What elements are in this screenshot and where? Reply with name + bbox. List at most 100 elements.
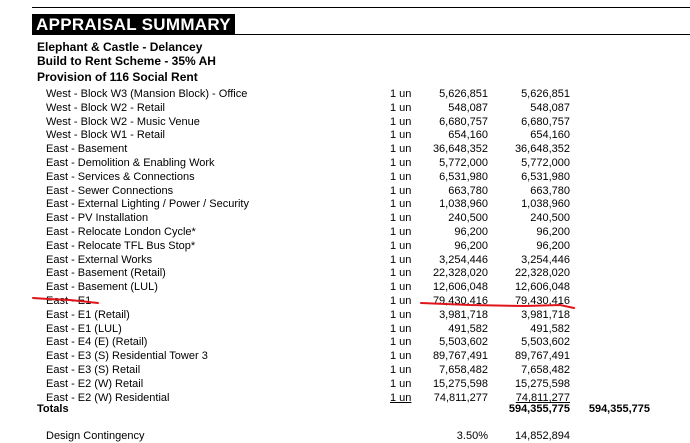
- table-row: East - E1 (LUL) 1 un 491,582 491,582: [0, 322, 690, 336]
- table-row: East - Basement 1 un 36,648,352 36,648,352: [0, 142, 690, 156]
- row-label: East - E2 (W) Residential: [46, 392, 170, 404]
- row-amount: 240,500: [448, 212, 488, 224]
- row-total: 79,430,416: [514, 295, 570, 307]
- row-amount: 74,811,277: [433, 392, 488, 404]
- table-row: East - E3 (S) Retail 1 un 7,658,482 7,658,4…: [0, 363, 690, 377]
- row-label: East - Relocate London Cycle*: [46, 226, 196, 238]
- table-row: East - E1 1 un 79,430,416 79,430,416: [0, 294, 690, 308]
- row-unit: 1 un: [390, 240, 412, 252]
- row-unit: 1 un: [390, 323, 412, 335]
- row-label: East - E4 (E) (Retail): [46, 336, 148, 348]
- row-amount: 15,275,598: [432, 378, 488, 390]
- row-unit: 1 un: [390, 378, 412, 390]
- row-total: 5,626,851: [521, 88, 570, 100]
- row-amount: 12,606,048: [432, 281, 488, 293]
- row-label: East - Basement: [46, 143, 128, 155]
- table-row: East - Basement (Retail) 1 un 22,328,020 22…: [0, 266, 690, 280]
- row-total: 89,767,491: [514, 350, 570, 362]
- row-total: 6,531,980: [521, 171, 570, 183]
- row-unit: 1 un: [390, 185, 412, 197]
- row-unit: 1 un: [390, 254, 412, 266]
- row-total: 74,811,277: [515, 392, 570, 404]
- table-row: East - Basement (LUL) 1 un 12,606,048 12,60…: [0, 280, 690, 294]
- table-row: West - Block W2 - Retail 1 un 548,087 548,0…: [0, 101, 690, 115]
- row-total: 3,981,718: [521, 309, 570, 321]
- row-total: 96,200: [536, 240, 570, 252]
- row-amount: 89,767,491: [432, 350, 488, 362]
- row-amount: 5,626,851: [439, 88, 488, 100]
- totals-label: Totals: [37, 403, 69, 415]
- table-row: East - Services & Connections 1 un 6,531,9…: [0, 170, 690, 184]
- table-row: East - Sewer Connections 1 un 663,780 663,7…: [0, 184, 690, 198]
- row-unit: 1 un: [390, 350, 412, 362]
- row-label: East - E3 (S) Residential Tower 3: [46, 350, 208, 362]
- row-label: East - Relocate TFL Bus Stop*: [46, 240, 196, 252]
- row-label: West - Block W3 (Mansion Block) - Office: [46, 88, 248, 100]
- totals-amount: 594,355,775: [508, 403, 570, 415]
- row-label: West - Block W2 - Music Venue: [46, 116, 200, 128]
- row-amount: 3,981,718: [439, 309, 488, 321]
- row-total: 7,658,482: [521, 364, 570, 376]
- row-total: 654,160: [530, 129, 570, 141]
- row-unit: 1 un: [390, 364, 412, 376]
- title-rule: [226, 34, 690, 35]
- row-amount: 5,772,000: [439, 157, 488, 169]
- subtitle-line-3: Provision of 116 Social Rent: [37, 70, 198, 84]
- row-label: East - Demolition & Enabling Work: [46, 157, 215, 169]
- row-label: East - E1 (LUL): [46, 323, 122, 335]
- row-label: East - E2 (W) Retail: [46, 378, 144, 390]
- row-unit: 1 un: [390, 309, 412, 321]
- table-row: West - Block W2 - Music Venue 1 un 6,680,7…: [0, 115, 690, 129]
- row-amount: 491,582: [448, 323, 488, 335]
- row-unit: 1 un: [390, 212, 412, 224]
- table-row: East - E1 (Retail) 1 un 3,981,718 3,981,718: [0, 308, 690, 322]
- row-unit: 1 un: [390, 267, 412, 279]
- row-unit: 1 un: [390, 171, 412, 183]
- row-total: 240,500: [530, 212, 570, 224]
- subtitle-line-1: Elephant & Castle - Delancey: [37, 40, 203, 54]
- row-unit: 1 un: [390, 226, 412, 238]
- row-total: 22,328,020: [514, 267, 570, 279]
- row-unit: 1 un: [390, 143, 412, 155]
- row-unit: 1 un: [390, 392, 412, 404]
- row-amount: 3,254,446: [439, 254, 488, 266]
- table-row: East - Relocate London Cycle* 1 un 96,200 9…: [0, 225, 690, 239]
- table-row: East - E2 (W) Retail 1 un 15,275,598 15,275…: [0, 377, 690, 391]
- table-row: East - E2 (W) Residential 1 un 74,811,277 7…: [0, 391, 690, 405]
- row-label: East - Basement (LUL): [46, 281, 158, 293]
- row-amount: 6,680,757: [439, 116, 488, 128]
- table-row: East - External Works 1 un 3,254,446 3,254,…: [0, 253, 690, 267]
- row-amount: 22,328,020: [432, 267, 488, 279]
- row-total: 12,606,048: [514, 281, 570, 293]
- table-row: East - Demolition & Enabling Work 1 un 5,7…: [0, 156, 690, 170]
- design-contingency-pct: 3.50%: [456, 430, 488, 442]
- row-amount: 6,531,980: [439, 171, 488, 183]
- row-total: 1,038,960: [521, 198, 570, 210]
- row-label: East - Sewer Connections: [46, 185, 174, 197]
- row-amount: 654,160: [448, 129, 488, 141]
- table-row: East - Relocate TFL Bus Stop* 1 un 96,200 9…: [0, 239, 690, 253]
- row-label: East - Services & Connections: [46, 171, 195, 183]
- row-total: 96,200: [536, 226, 570, 238]
- row-label: East - E1 (Retail): [46, 309, 130, 321]
- table-row: East - E4 (E) (Retail) 1 un 5,503,602 5,503…: [0, 335, 690, 349]
- row-unit: 1 un: [390, 116, 412, 128]
- row-total: 548,087: [530, 102, 570, 114]
- row-total: 15,275,598: [514, 378, 570, 390]
- row-total: 5,772,000: [521, 157, 570, 169]
- row-total: 6,680,757: [521, 116, 570, 128]
- row-unit: 1 un: [390, 295, 412, 307]
- row-total: 491,582: [530, 323, 570, 335]
- row-label: West - Block W1 - Retail: [46, 129, 165, 141]
- row-amount: 79,430,416: [432, 295, 488, 307]
- row-unit: 1 un: [390, 129, 412, 141]
- table-row: East - PV Installation 1 un 240,500 240,500: [0, 211, 690, 225]
- table-row: East - External Lighting / Power / Secur…: [0, 197, 690, 211]
- row-unit: 1 un: [390, 88, 412, 100]
- row-unit: 1 un: [390, 102, 412, 114]
- row-label: West - Block W2 - Retail: [46, 102, 165, 114]
- row-unit: 1 un: [390, 281, 412, 293]
- row-total: 3,254,446: [521, 254, 570, 266]
- table-row: East - E3 (S) Residential Tower 3 1 un 89,…: [0, 349, 690, 363]
- row-amount: 36,648,352: [432, 143, 488, 155]
